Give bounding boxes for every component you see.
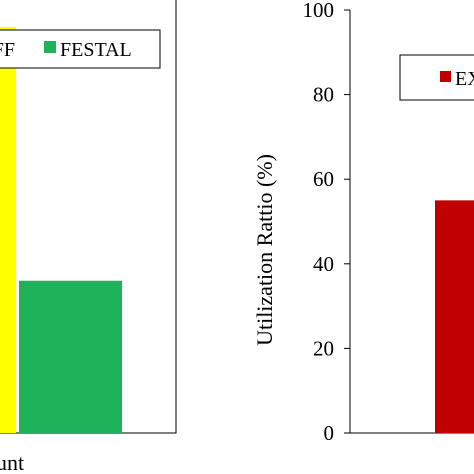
bar-ex xyxy=(435,200,474,433)
legend-swatch-ex xyxy=(440,71,451,82)
y-tick-label-0: 0 xyxy=(324,421,335,445)
y-tick-label-60: 60 xyxy=(313,167,334,191)
y-tick-label-80: 80 xyxy=(313,83,334,107)
right-legend-box xyxy=(399,54,474,101)
legend-label-ff: FF xyxy=(0,39,15,61)
y-tick-label-40: 40 xyxy=(313,252,334,276)
bar-festal xyxy=(19,280,122,433)
left-legend: FF FESTAL xyxy=(0,29,161,69)
bar-ff xyxy=(0,26,16,433)
y-axis-title: Utilization Rattio (%) xyxy=(252,154,277,346)
legend-swatch-festal xyxy=(44,41,56,53)
legend-label-festal: FESTAL xyxy=(60,39,132,61)
right-chart: 0 20 40 60 80 100 Utilization Rattio (%) EX xyxy=(252,0,474,445)
left-x-category-label: unt xyxy=(0,450,24,474)
right-legend: EX xyxy=(399,54,474,101)
left-chart: FF FESTAL unt xyxy=(0,0,177,474)
legend-label-ex: EX xyxy=(455,68,474,90)
left-bars xyxy=(0,26,122,433)
y-tick-label-100: 100 xyxy=(303,0,335,22)
y-tick-label-20: 20 xyxy=(313,336,334,360)
right-bars xyxy=(435,200,474,433)
y-ticks: 0 20 40 60 80 100 xyxy=(303,0,350,445)
left-legend-box xyxy=(0,29,161,69)
